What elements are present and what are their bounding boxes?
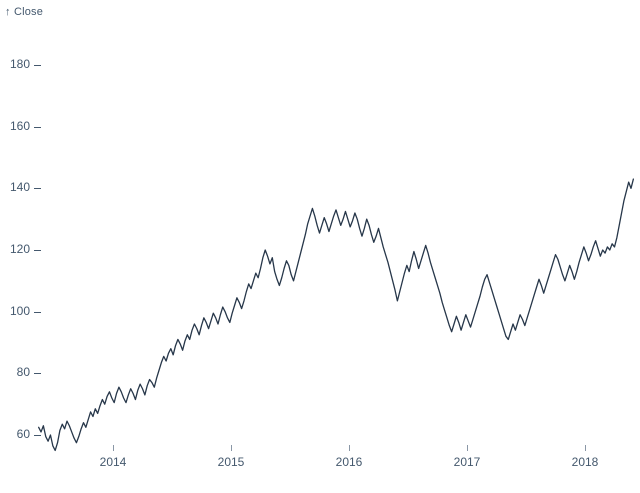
x-tick-label: 2018 (571, 455, 599, 469)
y-tick-mark (34, 188, 41, 190)
y-tick-label: 160 (9, 118, 30, 133)
y-tick-label: 80 (16, 365, 30, 380)
y-tick-label: 60 (16, 427, 30, 441)
y-tick-mark (34, 126, 41, 128)
y-tick-label: 100 (9, 303, 30, 318)
y-tick-label: 120 (9, 242, 30, 256)
y-tick-mark (34, 65, 41, 66)
x-tick-mark (585, 445, 586, 451)
x-tick-mark (349, 445, 350, 451)
y-tick-label: 140 (9, 180, 30, 195)
y-tick-mark (34, 250, 41, 251)
y-tick-label: 180 (9, 57, 30, 71)
y-tick-mark (34, 311, 41, 313)
y-axis-title: ↑ Close (5, 6, 44, 18)
x-tick-label: 2015 (217, 455, 245, 469)
x-tick-mark (113, 445, 114, 451)
x-tick-label: 2016 (335, 455, 363, 469)
close-price-line (38, 178, 635, 452)
x-tick-label: 2017 (453, 455, 481, 469)
x-tick-label: 2014 (99, 455, 127, 469)
x-tick-mark (231, 445, 232, 451)
y-tick-mark (34, 373, 41, 375)
y-tick-mark (34, 435, 41, 436)
x-tick-mark (467, 445, 468, 451)
